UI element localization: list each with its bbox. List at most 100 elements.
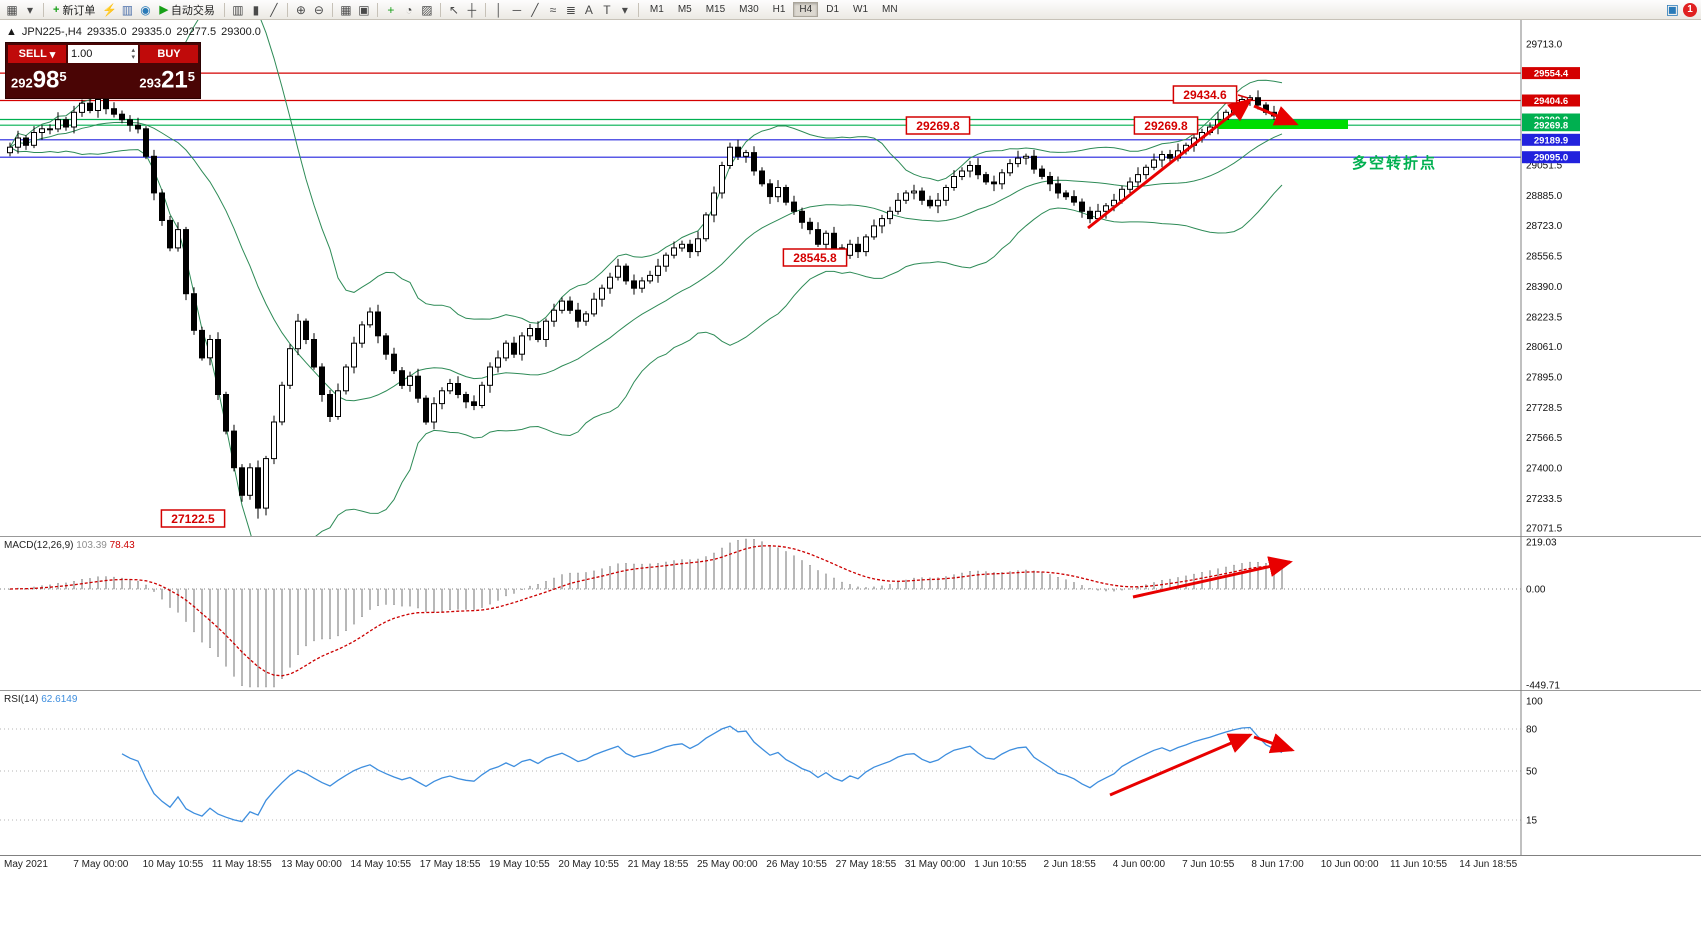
price-annotation[interactable]: 29269.8	[1133, 116, 1199, 135]
buy-price[interactable]: 293215	[139, 66, 195, 94]
bollinger-upper-band	[9, 20, 1283, 324]
chart-window-icon[interactable]: ▥	[121, 2, 134, 17]
timeframe-h1[interactable]: H1	[772, 4, 786, 15]
time-axis-label: 7 May 00:00	[73, 859, 129, 870]
add-indicator-icon[interactable]: +	[387, 2, 395, 17]
price-badge[interactable]: 29095.0	[1522, 151, 1580, 164]
candle	[23, 135, 29, 150]
macd-indicator-panel[interactable]: 219.03 0.00 -449.71 MACD(12,26,9) 103.39 78…	[0, 536, 1701, 690]
price-annotation[interactable]: 28545.8	[782, 248, 848, 267]
cascade-windows-icon[interactable]: ▣	[358, 2, 370, 17]
macd-histogram-bar	[697, 558, 700, 590]
trendline-icon[interactable]: ╱	[531, 2, 539, 17]
timeframe-m15[interactable]: M15	[705, 4, 726, 15]
sell-price[interactable]: 292985	[11, 66, 67, 94]
templates-icon[interactable]: ▨	[421, 2, 433, 17]
price-axis-label: 28061.0	[1526, 342, 1563, 353]
trend-arrow[interactable]	[1087, 98, 1253, 230]
tile-windows-icon[interactable]: ▦	[340, 2, 352, 17]
candlestick-chart-type-icon[interactable]: ▮	[252, 2, 260, 17]
candle	[535, 321, 541, 343]
macd-histogram-bar	[321, 588, 324, 640]
notification-badge[interactable]: 1	[1683, 2, 1697, 17]
horizontal-line-icon[interactable]: ─	[512, 2, 522, 17]
timeframe-h4[interactable]: H4	[793, 2, 819, 17]
timeframe-m30[interactable]: M30	[739, 4, 759, 15]
time-axis-label: 10 Jun 00:00	[1320, 859, 1379, 870]
macd-histogram-bar	[313, 588, 316, 642]
candle	[671, 241, 677, 259]
new-chart-icon[interactable]: ▦	[6, 2, 18, 17]
volume-spinner[interactable]: ▴ ▾	[131, 47, 135, 61]
macd-histogram-bar	[977, 570, 980, 590]
trend-arrow[interactable]	[1109, 733, 1253, 797]
main-price-chart[interactable]: 29434.6 29269.8 29269.8 28545.8 27122.5 多空转折点…	[0, 20, 1701, 536]
new-chart-dropdown-icon[interactable]: ▾	[26, 2, 34, 17]
new-order-button[interactable]: + 新订单	[48, 1, 100, 18]
candle	[263, 455, 269, 516]
timeframe-mn[interactable]: MN	[882, 4, 898, 15]
timeframe-w1[interactable]: W1	[853, 4, 869, 15]
price-badge[interactable]: 29189.9	[1522, 133, 1580, 147]
equidistant-channel-icon[interactable]: ≈	[549, 2, 557, 17]
macd-histogram-bar	[649, 563, 652, 590]
line-chart-type-icon[interactable]: ╱	[270, 2, 278, 17]
trend-arrow[interactable]	[1132, 556, 1293, 599]
candle	[1127, 177, 1133, 193]
vertical-line-icon[interactable]: │	[495, 2, 503, 17]
macd-histogram-bar	[1128, 588, 1131, 590]
signals-icon[interactable]: ◉	[140, 2, 151, 17]
price-badge[interactable]: 29554.4	[1522, 67, 1580, 80]
toolbar-separator	[43, 2, 44, 17]
community-icon[interactable]: ▣	[1665, 1, 1679, 17]
rsi-axis-label: 100	[1526, 697, 1543, 708]
candle	[527, 324, 533, 341]
candle	[743, 149, 749, 163]
candle	[415, 368, 421, 403]
toolbar-separator	[637, 2, 639, 17]
candle	[423, 395, 429, 425]
time-axis-label: 19 May 10:55	[489, 859, 550, 870]
chinese-note-text[interactable]: 多空转折点	[1352, 154, 1437, 172]
macd-histogram-bar	[825, 573, 828, 590]
periods-icon[interactable]: ◔	[405, 2, 413, 17]
price-badge[interactable]: 29404.6	[1522, 94, 1580, 108]
price-annotation[interactable]: 29434.6	[1172, 85, 1249, 104]
autotrading-button[interactable]: ▶ 自动交易	[154, 1, 219, 18]
macd-histogram-bar	[385, 588, 388, 605]
trend-arrow[interactable]	[1253, 104, 1299, 126]
expert-advisors-icon[interactable]: ⚡	[101, 2, 117, 17]
bars-chart-type-icon[interactable]: ▥	[232, 2, 244, 17]
volume-input[interactable]: 1.00 ▴ ▾	[68, 45, 138, 63]
rsi-indicator-panel[interactable]: 100 80 50 15 RSI(14) 62.6149	[0, 690, 1701, 855]
arrows-tool-icon[interactable]: ▾	[621, 2, 628, 17]
timeframe-d1[interactable]: D1	[826, 4, 840, 15]
cursor-icon[interactable]: ↖	[448, 2, 459, 17]
time-axis-label: 31 May 00:00	[904, 859, 966, 870]
oct-collapse-arrow[interactable]: ▲	[6, 26, 17, 38]
candle	[703, 212, 709, 242]
bollinger-middle-band	[9, 121, 1283, 402]
sell-button[interactable]: SELL ▾	[8, 45, 66, 63]
candle	[615, 258, 621, 281]
candle	[47, 124, 53, 135]
zoom-out-icon[interactable]: ⊖	[313, 2, 324, 17]
timeframe-m5[interactable]: M5	[677, 4, 692, 15]
price-badge[interactable]: 29269.8	[1522, 119, 1580, 132]
timeframe-m1[interactable]: M1	[649, 4, 664, 15]
trend-arrow[interactable]	[1253, 733, 1295, 754]
text-tool-icon[interactable]: A	[584, 2, 593, 17]
buy-button[interactable]: BUY	[140, 45, 198, 63]
macd-histogram-bar	[929, 577, 932, 590]
price-annotation[interactable]: 27122.5	[160, 509, 226, 528]
zoom-in-icon[interactable]: ⊕	[295, 2, 306, 17]
svg-text:29189.9: 29189.9	[1534, 135, 1568, 146]
price-annotation[interactable]: 29269.8	[905, 116, 971, 135]
time-axis[interactable]: May 2021 7 May 00:00 10 May 10:55 11 May 18…	[0, 855, 1701, 876]
text-label-icon[interactable]: T	[603, 2, 611, 17]
green-highlight-bar[interactable]	[1218, 120, 1348, 129]
fibonacci-icon[interactable]: ≣	[565, 2, 576, 17]
price-axis-label: 29713.0	[1526, 40, 1563, 51]
crosshair-icon[interactable]: ┼	[467, 2, 477, 17]
candle	[159, 189, 165, 226]
